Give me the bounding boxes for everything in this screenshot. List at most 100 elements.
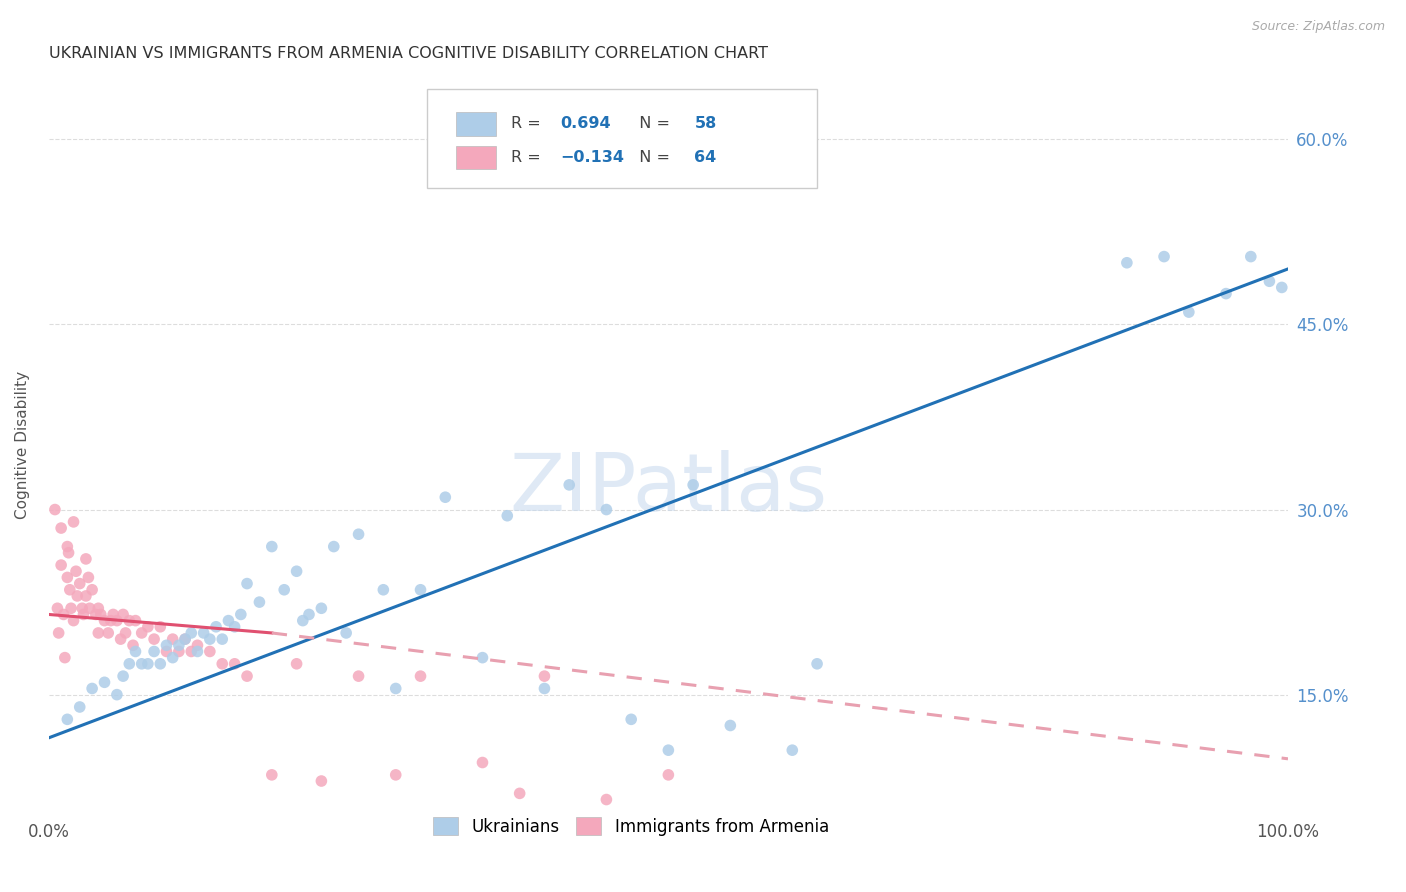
Point	[87, 626, 110, 640]
Point	[97, 626, 120, 640]
Point	[149, 620, 172, 634]
Point	[186, 638, 208, 652]
Point	[90, 607, 112, 622]
Point	[249, 595, 271, 609]
Point	[1115, 256, 1137, 270]
Point	[112, 669, 135, 683]
Point	[84, 607, 107, 622]
Point	[298, 607, 321, 622]
FancyBboxPatch shape	[457, 146, 496, 169]
Point	[533, 669, 555, 683]
Point	[82, 582, 104, 597]
Point	[236, 576, 259, 591]
Point	[211, 657, 233, 671]
Text: N =: N =	[628, 150, 675, 165]
Point	[533, 681, 555, 696]
Point	[87, 601, 110, 615]
Point	[155, 644, 177, 658]
Point	[806, 657, 828, 671]
Point	[224, 620, 246, 634]
Point	[718, 718, 741, 732]
Point	[180, 626, 202, 640]
Point	[335, 626, 357, 640]
Point	[273, 582, 295, 597]
Point	[285, 657, 308, 671]
Point	[409, 669, 432, 683]
Point	[236, 669, 259, 683]
Point	[311, 774, 333, 789]
Point	[100, 614, 122, 628]
Point	[347, 669, 370, 683]
Point	[434, 490, 457, 504]
Point	[1215, 286, 1237, 301]
Point	[118, 657, 141, 671]
Point	[72, 607, 94, 622]
Point	[112, 607, 135, 622]
Point	[149, 657, 172, 671]
Point	[53, 650, 76, 665]
Text: UKRAINIAN VS IMMIGRANTS FROM ARMENIA COGNITIVE DISABILITY CORRELATION CHART: UKRAINIAN VS IMMIGRANTS FROM ARMENIA COG…	[49, 46, 768, 62]
Point	[347, 527, 370, 541]
Point	[62, 515, 84, 529]
Point	[136, 657, 159, 671]
Point	[682, 478, 704, 492]
Point	[167, 644, 190, 658]
Point	[260, 768, 283, 782]
Point	[65, 564, 87, 578]
Point	[60, 601, 83, 615]
Point	[322, 540, 344, 554]
Point	[143, 632, 166, 647]
Point	[79, 601, 101, 615]
Point	[224, 657, 246, 671]
Point	[1178, 305, 1201, 319]
Point	[110, 632, 132, 647]
Point	[155, 638, 177, 652]
Point	[620, 712, 643, 726]
Point	[193, 626, 215, 640]
Point	[260, 540, 283, 554]
Point	[56, 540, 79, 554]
Point	[198, 644, 221, 658]
Point	[174, 632, 197, 647]
FancyBboxPatch shape	[457, 112, 496, 136]
Legend: Ukrainians, Immigrants from Armenia: Ukrainians, Immigrants from Armenia	[425, 809, 838, 844]
FancyBboxPatch shape	[426, 88, 817, 188]
Point	[509, 786, 531, 800]
Point	[217, 614, 239, 628]
Point	[558, 478, 581, 492]
Point	[211, 632, 233, 647]
Point	[143, 644, 166, 658]
Point	[162, 650, 184, 665]
Point	[205, 620, 228, 634]
Point	[118, 614, 141, 628]
Point	[1271, 280, 1294, 294]
Point	[75, 552, 97, 566]
Point	[58, 546, 80, 560]
Point	[198, 632, 221, 647]
Point	[52, 607, 75, 622]
Text: 58: 58	[695, 116, 717, 131]
Text: Source: ZipAtlas.com: Source: ZipAtlas.com	[1251, 20, 1385, 33]
Point	[69, 700, 91, 714]
Point	[311, 601, 333, 615]
Point	[59, 582, 82, 597]
Point	[75, 589, 97, 603]
Point	[124, 614, 146, 628]
Point	[595, 792, 617, 806]
Point	[285, 564, 308, 578]
Point	[162, 632, 184, 647]
Point	[66, 589, 89, 603]
Point	[93, 675, 115, 690]
Point	[186, 644, 208, 658]
Point	[105, 614, 128, 628]
Point	[56, 712, 79, 726]
Point	[229, 607, 252, 622]
Point	[49, 558, 72, 573]
Point	[131, 657, 153, 671]
Point	[782, 743, 804, 757]
Point	[62, 614, 84, 628]
Point	[496, 508, 519, 523]
Point	[69, 576, 91, 591]
Y-axis label: Cognitive Disability: Cognitive Disability	[15, 371, 30, 519]
Text: 0.694: 0.694	[561, 116, 612, 131]
